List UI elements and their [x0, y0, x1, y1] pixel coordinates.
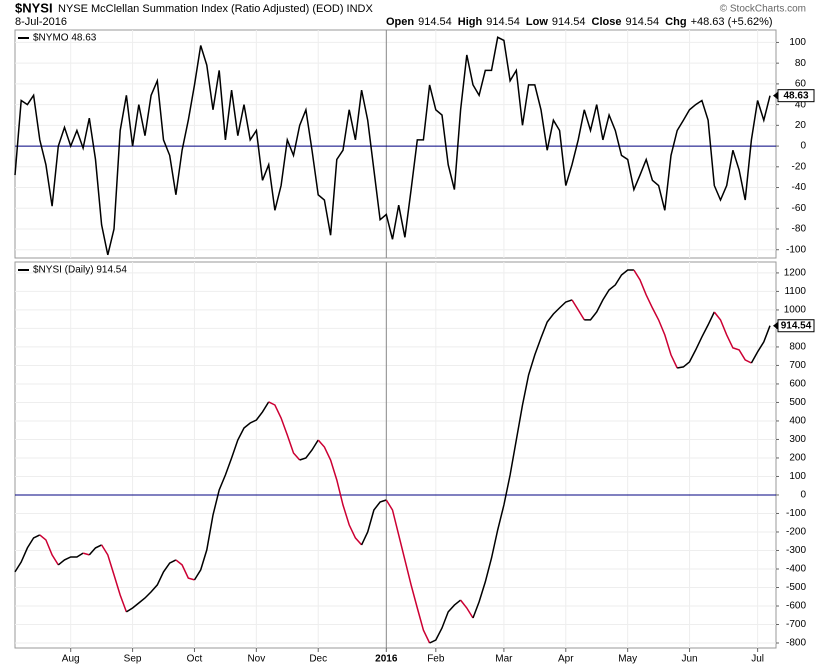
quote-value: 914.54	[486, 16, 520, 28]
line-segment	[460, 599, 474, 619]
quote: Open 914.54 High 914.54 Low 914.54 Close 914.54…	[386, 16, 773, 28]
x-tick-label: May	[618, 654, 637, 665]
date: 8-Jul-2016	[15, 16, 67, 28]
last-value-label: 914.54	[781, 320, 812, 331]
y-tick-label: 0	[800, 141, 806, 152]
y-tick-label: -300	[786, 545, 806, 556]
quote-value: +48.63 (+5.62%)	[691, 16, 773, 28]
last-value-arrow	[773, 91, 778, 100]
line-segment	[317, 439, 363, 546]
panel-label: $NYMO 48.63	[33, 33, 97, 44]
line-segment	[57, 552, 84, 566]
line-segment	[193, 401, 270, 581]
y-tick-label: -700	[786, 619, 806, 630]
panel-frame	[14, 29, 777, 259]
x-tick-label: Sep	[124, 654, 142, 665]
panel-frame	[14, 261, 777, 649]
line-segment	[126, 559, 177, 613]
line-segment	[100, 544, 128, 613]
last-value-arrow	[773, 321, 778, 330]
y-tick-label: 600	[789, 379, 806, 390]
line-segment	[88, 544, 102, 556]
quote-value: 914.54	[552, 16, 586, 28]
line-segment	[677, 311, 715, 369]
y-tick-label: 800	[789, 342, 806, 353]
x-tick-label: 2016	[375, 654, 398, 665]
y-tick-label: 100	[789, 37, 806, 48]
y-tick-label: 1000	[784, 305, 807, 316]
last-value-label: 48.63	[783, 90, 808, 101]
quote-value: 914.54	[626, 16, 660, 28]
y-tick-label: -200	[786, 527, 806, 538]
x-tick-label: Mar	[495, 654, 513, 665]
quote-label: Open	[386, 16, 414, 28]
line-segment	[571, 299, 585, 321]
y-tick-label: -20	[792, 161, 807, 172]
x-tick-label: Jul	[751, 654, 764, 665]
y-tick-label: -500	[786, 582, 806, 593]
line-segment	[14, 534, 41, 573]
line-segment	[82, 552, 90, 556]
x-tick-label: Feb	[427, 654, 445, 665]
x-tick-label: Dec	[309, 654, 327, 665]
line	[14, 36, 771, 256]
line-segment	[175, 559, 195, 581]
x-tick-label: Apr	[558, 654, 574, 665]
line-segment	[360, 499, 387, 546]
line-segment	[39, 534, 59, 566]
y-tick-label: 300	[789, 434, 806, 445]
x-tick-label: Jun	[681, 654, 697, 665]
y-tick-label: -80	[792, 224, 807, 235]
index-name: NYSE McClellan Summation Index (Ratio Ad…	[58, 3, 373, 15]
y-tick-label: 100	[789, 471, 806, 482]
line-segment	[472, 299, 573, 619]
y-tick-label: 1200	[784, 268, 807, 279]
line-segment	[750, 325, 771, 364]
y-tick-label: 700	[789, 360, 806, 371]
line-segment	[584, 269, 634, 321]
quote-label: Low	[526, 16, 548, 28]
quote-label: High	[458, 16, 483, 28]
copyright: © StockCharts.com	[720, 4, 806, 15]
y-tick-label: -40	[792, 182, 807, 193]
y-tick-label: 20	[795, 120, 807, 131]
y-tick-label: 1100	[784, 286, 806, 297]
y-tick-label: -400	[786, 564, 806, 575]
y-tick-label: 200	[789, 453, 806, 464]
line-segment	[429, 599, 462, 644]
line-segment	[385, 499, 431, 644]
y-tick-label: 60	[795, 79, 807, 90]
x-tick-label: Nov	[247, 654, 265, 665]
y-tick-label: 0	[800, 490, 806, 501]
line-segment	[268, 401, 301, 461]
symbol: $NYSI	[15, 0, 53, 15]
line-segment	[713, 311, 752, 364]
line-segment	[299, 439, 319, 461]
y-tick-label: -600	[786, 601, 806, 612]
y-tick-label: -100	[786, 508, 806, 519]
y-tick-label: -60	[792, 203, 807, 214]
x-tick-label: Oct	[187, 654, 203, 665]
quote-label: Chg	[665, 16, 686, 28]
y-tick-label: -800	[786, 638, 806, 649]
line-segment	[633, 269, 678, 369]
y-tick-label: 80	[795, 58, 807, 69]
quote-label: Close	[592, 16, 622, 28]
x-tick-label: Aug	[62, 654, 80, 665]
y-tick-label: 500	[789, 397, 806, 408]
y-tick-label: 40	[795, 99, 807, 110]
quote-value: 914.54	[418, 16, 452, 28]
panel-label: $NYSI (Daily) 914.54	[33, 265, 127, 276]
y-tick-label: -100	[786, 244, 806, 255]
y-tick-label: 400	[789, 416, 806, 427]
